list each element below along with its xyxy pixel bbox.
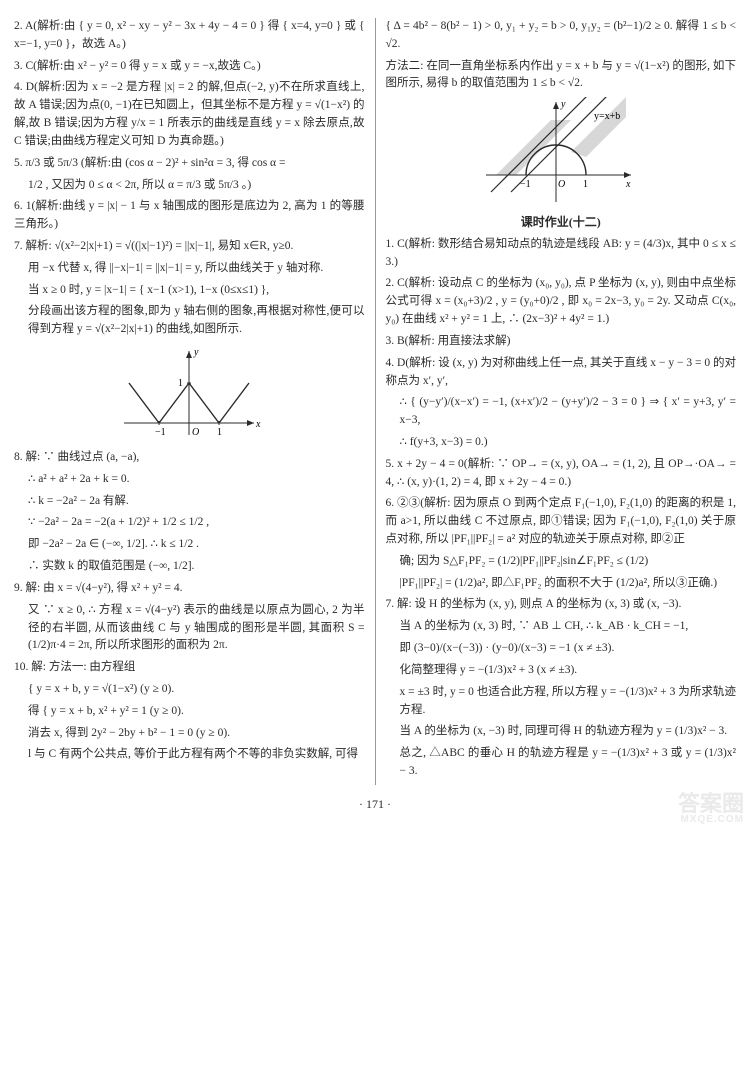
watermark-sub: MXQE.COM bbox=[678, 815, 744, 825]
r7c: 即 (3−0)/(x−(−3)) · (y−0)/(x−3) = −1 (x ≠… bbox=[386, 640, 737, 658]
r4b: ∴ { (y−y′)/(x−x′) = −1, (x+x′)/2 − (y+y′… bbox=[386, 394, 737, 430]
r3: 3. B(解析: 用直接法求解) bbox=[386, 333, 737, 351]
q7c: 当 x ≥ 0 时, y = |x−1| = { x−1 (x>1), 1−x … bbox=[14, 282, 365, 300]
fig2-xpos: 1 bbox=[583, 179, 588, 190]
fig2-y: y bbox=[560, 99, 566, 110]
r0a: { Δ = 4b² − 8(b² − 1) > 0, y₁ + y₂ = b >… bbox=[386, 18, 737, 54]
q9a: 9. 解: 由 x = √(4−y²), 得 x² + y² = 4. bbox=[14, 580, 365, 598]
r6a: 6. ②③(解析: 因为原点 O 到两个定点 F₁(−1,0), F₂(1,0)… bbox=[386, 495, 737, 548]
q8d: ∵ −2a² − 2a = −2(a + 1/2)² + 1/2 ≤ 1/2 , bbox=[14, 514, 365, 532]
q10b: { y = x + b, y = √(1−x²) (y ≥ 0). bbox=[14, 681, 365, 699]
figure-2: O −1 1 x y y=x+b bbox=[386, 97, 737, 207]
fig1-origin: O bbox=[192, 427, 199, 438]
q7b: 用 −x 代替 x, 得 ||−x|−1| = ||x|−1| = y, 所以曲… bbox=[14, 260, 365, 278]
r7a: 7. 解: 设 H 的坐标为 (x, y), 则点 A 的坐标为 (x, 3) … bbox=[386, 596, 737, 614]
r4c: ∴ f(y+3, x−3) = 0.) bbox=[386, 434, 737, 452]
left-column: 2. A(解析:由 { y = 0, x² − xy − y² − 3x + 4… bbox=[14, 18, 365, 785]
section-title: 课时作业(十二) bbox=[386, 213, 737, 232]
columns-container: 2. A(解析:由 { y = 0, x² − xy − y² − 3x + 4… bbox=[14, 18, 736, 785]
fig1-xneg: −1 bbox=[155, 427, 166, 438]
q6: 6. 1(解析:曲线 y = |x| − 1 与 x 轴围成的图形是底边为 2,… bbox=[14, 198, 365, 234]
fig2-origin: O bbox=[558, 179, 565, 190]
q10a: 10. 解: 方法一: 由方程组 bbox=[14, 659, 365, 677]
r7f: 当 A 的坐标为 (x, −3) 时, 同理可得 H 的轨迹方程为 y = (1… bbox=[386, 723, 737, 741]
r0b: 方法二: 在同一直角坐标系内作出 y = x + b 与 y = √(1−x²)… bbox=[386, 58, 737, 94]
q8e: 即 −2a² − 2a ∈ (−∞, 1/2]. ∴ k ≤ 1/2 . bbox=[14, 536, 365, 554]
q10c: 得 { y = x + b, x² + y² = 1 (y ≥ 0). bbox=[14, 703, 365, 721]
r7e: x = ±3 时, y = 0 也适合此方程, 所以方程 y = −(1/3)x… bbox=[386, 684, 737, 720]
fig1-xpos: 1 bbox=[217, 427, 222, 438]
q3: 3. C(解析:由 x² − y² = 0 得 y = x 或 y = −x,故… bbox=[14, 58, 365, 76]
page-number: · 171 · bbox=[14, 795, 736, 814]
fig1-y: y bbox=[193, 347, 199, 358]
r7b: 当 A 的坐标为 (x, 3) 时, ∵ AB ⊥ CH, ∴ k_AB · k… bbox=[386, 618, 737, 636]
q9b: 又 ∵ x ≥ 0, ∴ 方程 x = √(4−y²) 表示的曲线是以原点为圆心… bbox=[14, 602, 365, 655]
column-divider bbox=[375, 18, 376, 785]
q7d: 分段画出该方程的图象,即为 y 轴右侧的图象,再根据对称性,便可以得到方程 y … bbox=[14, 303, 365, 339]
r7d: 化简整理得 y = −(1/3)x² + 3 (x ≠ ±3). bbox=[386, 662, 737, 680]
q10d: 消去 x, 得到 2y² − 2by + b² − 1 = 0 (y ≥ 0). bbox=[14, 725, 365, 743]
q8c: ∴ k = −2a² − 2a 有解. bbox=[14, 493, 365, 511]
q5b: 1/2 , 又因为 0 ≤ α < 2π, 所以 α = π/3 或 5π/3 … bbox=[14, 177, 365, 195]
r4a: 4. D(解析: 设 (x, y) 为对称曲线上任一点, 其关于直线 x − y… bbox=[386, 355, 737, 391]
q5a: 5. π/3 或 5π/3 (解析:由 (cos α − 2)² + sin²α… bbox=[14, 155, 365, 173]
fig1-x: x bbox=[255, 419, 261, 430]
q8a: 8. 解: ∵ 曲线过点 (a, −a), bbox=[14, 449, 365, 467]
r2: 2. C(解析: 设动点 C 的坐标为 (x₀, y₀), 点 P 坐标为 (x… bbox=[386, 275, 737, 328]
q10e: l 与 C 有两个公共点, 等价于此方程有两个不等的非负实数解, 可得 bbox=[14, 746, 365, 764]
fig2-x: x bbox=[625, 179, 631, 190]
r6b: 确; 因为 S△F₁PF₂ = (1/2)|PF₁||PF₂|sin∠F₁PF₂… bbox=[386, 553, 737, 571]
q4: 4. D(解析:因为 x = −2 是方程 |x| = 2 的解,但点(−2, … bbox=[14, 79, 365, 150]
q2: 2. A(解析:由 { y = 0, x² − xy − y² − 3x + 4… bbox=[14, 18, 365, 54]
right-column: { Δ = 4b² − 8(b² − 1) > 0, y₁ + y₂ = b >… bbox=[386, 18, 737, 785]
fig2-xneg: −1 bbox=[520, 179, 531, 190]
fig2-line: y=x+b bbox=[594, 111, 620, 122]
q8f: ∴ 实数 k 的取值范围是 (−∞, 1/2]. bbox=[14, 558, 365, 576]
r1: 1. C(解析: 数形结合易知动点的轨迹是线段 AB: y = (4/3)x, … bbox=[386, 236, 737, 272]
r7g: 总之, △ABC 的垂心 H 的轨迹方程是 y = −(1/3)x² + 3 或… bbox=[386, 745, 737, 781]
figure-1: −1 1 1 O x y bbox=[14, 343, 365, 443]
q8b: ∴ a² + a² + 2a + k = 0. bbox=[14, 471, 365, 489]
r5: 5. x + 2y − 4 = 0(解析: ∵ OP→ = (x, y), OA… bbox=[386, 456, 737, 492]
fig1-peak: 1 bbox=[178, 378, 183, 389]
q7a: 7. 解析: √(x²−2|x|+1) = √((|x|−1)²) = ||x|… bbox=[14, 238, 365, 256]
r6c: |PF₁||PF₂| = (1/2)a², 即△F₁PF₂ 的面积不大于 (1/… bbox=[386, 575, 737, 593]
